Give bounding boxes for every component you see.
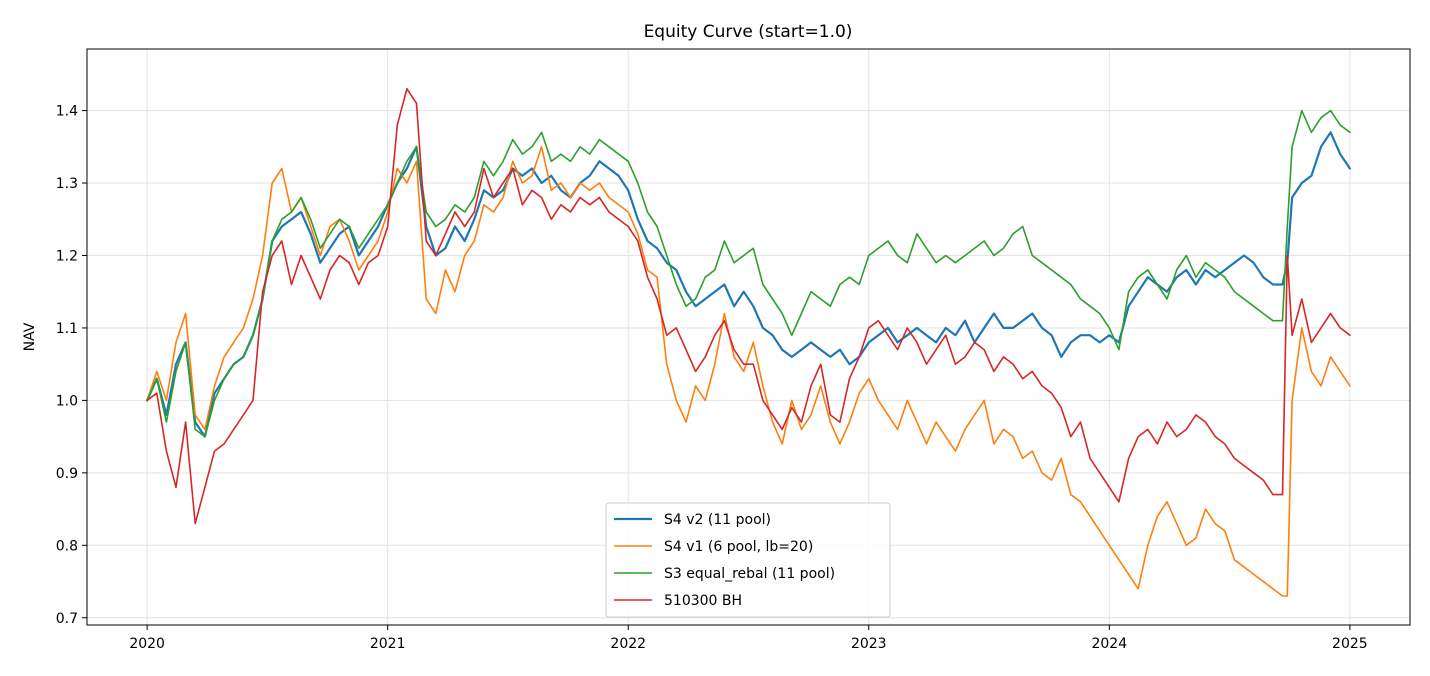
legend-entry: S3 equal_rebal (11 pool) [664, 566, 835, 582]
y-tick-label: 1.3 [56, 176, 78, 192]
y-tick-label: 0.9 [56, 466, 78, 482]
x-tick-label: 2024 [1091, 636, 1127, 652]
y-axis-label: NAV [22, 322, 38, 351]
x-tick-label: 2020 [129, 636, 165, 652]
chart-title: Equity Curve (start=1.0) [644, 22, 853, 42]
y-tick-label: 1.4 [56, 104, 78, 120]
legend-entry: S4 v1 (6 pool, lb=20) [664, 539, 813, 555]
series-line-4 [146, 88, 1351, 525]
legend-entry: 510300 BH [664, 593, 742, 609]
y-tick-label: 1.1 [56, 321, 78, 337]
series-line-2 [146, 146, 1351, 597]
y-tick-label: 1.2 [56, 248, 78, 264]
axis-layer: 2020 2021 2022 2023 2024 2025 0.7 0.8 0.9 1.0 1.1 1… [56, 104, 1368, 652]
series-line-3 [146, 109, 1351, 438]
plot-frame [86, 48, 1411, 626]
series-layer [146, 88, 1352, 597]
x-tick-label: 2021 [370, 636, 406, 652]
legend-box [605, 502, 891, 618]
y-tick-label: 1.0 [56, 393, 78, 409]
y-tick-label: 0.7 [56, 611, 78, 627]
y-tick-label: 0.8 [56, 538, 78, 554]
legend-entry: S4 v2 (11 pool) [664, 512, 771, 528]
x-tick-label: 2023 [851, 636, 887, 652]
legend: S4 v2 (11 pool) S4 v1 (6 pool, lb=20) S3 e… [605, 502, 891, 618]
x-tick-label: 2022 [610, 636, 646, 652]
grid-layer [87, 49, 1410, 625]
x-tick-label: 2025 [1332, 636, 1368, 652]
